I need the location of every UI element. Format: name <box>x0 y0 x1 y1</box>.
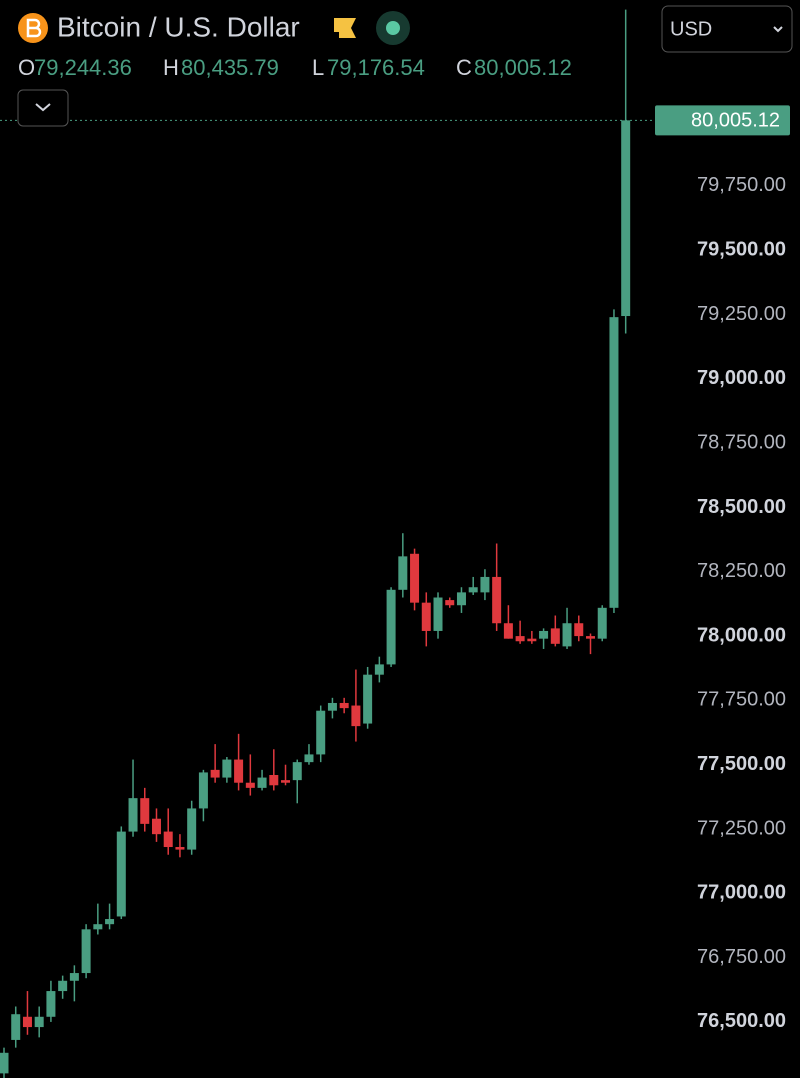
y-tick-label: 78,250.00 <box>697 560 786 582</box>
candle-body <box>269 774 279 786</box>
candle-body <box>539 630 549 639</box>
candle-body <box>492 576 502 624</box>
candle-body <box>93 924 103 930</box>
candle-body <box>234 759 244 783</box>
candle-body <box>69 973 79 981</box>
y-tick-label: 76,500.00 <box>697 1010 786 1032</box>
candle-body <box>527 638 537 642</box>
ohlc-value: 80,435.79 <box>181 55 279 80</box>
candle-body <box>11 1014 21 1040</box>
candle-body <box>386 589 396 665</box>
y-tick-label: 77,500.00 <box>697 753 786 775</box>
candle-body <box>175 847 185 850</box>
collapse-button[interactable] <box>17 89 69 127</box>
y-tick-label: 78,750.00 <box>697 431 786 453</box>
candle-body <box>339 702 349 709</box>
ohlc-label: L <box>312 55 324 80</box>
y-tick-label: 79,750.00 <box>697 174 786 196</box>
candle-body <box>468 587 478 593</box>
y-tick-label: 77,750.00 <box>697 689 786 711</box>
candle-body <box>151 818 161 835</box>
y-tick-label: 76,750.00 <box>697 946 786 968</box>
candle-body <box>515 636 525 642</box>
candle-body <box>550 628 560 644</box>
y-tick-label: 79,000.00 <box>697 367 786 389</box>
candle-body <box>257 777 267 788</box>
candle-body <box>116 831 126 917</box>
candle-body <box>621 120 631 317</box>
candle-body <box>222 759 232 778</box>
ohlc-value: 79,244.36 <box>34 55 132 80</box>
candle-body <box>351 705 361 727</box>
candle-body <box>327 702 337 711</box>
candle-body <box>398 556 408 590</box>
candle-body <box>304 754 314 763</box>
candle-body <box>410 553 420 603</box>
ohlc-label: H <box>163 55 179 80</box>
symbol-title: Bitcoin / U.S. Dollar <box>57 11 300 42</box>
y-tick-label: 79,250.00 <box>697 303 786 325</box>
candle-body <box>22 1016 32 1028</box>
candle-body <box>58 980 68 992</box>
candle-body <box>163 831 173 848</box>
candle-body <box>456 592 466 606</box>
candle-body <box>433 597 443 631</box>
candle-body <box>609 317 619 608</box>
candle-body <box>562 623 572 647</box>
chevron-icon <box>773 26 783 33</box>
candle-body <box>574 623 584 637</box>
y-tick-label: 79,500.00 <box>697 239 786 261</box>
ohlc-label: O <box>18 55 35 80</box>
flag-icon <box>334 18 356 38</box>
ohlc-label: C <box>456 55 472 80</box>
candle-body <box>140 798 150 824</box>
ohlc-value: 79,176.54 <box>327 55 425 80</box>
candle-body <box>281 780 291 783</box>
candle-body <box>445 600 455 606</box>
y-tick-label: 77,250.00 <box>697 817 786 839</box>
header: Bitcoin / U.S. Dollar O 79,244.36 H 80,4… <box>17 5 793 127</box>
candle-body <box>586 636 595 639</box>
status-dot <box>386 21 400 35</box>
candle-body <box>421 602 431 631</box>
y-tick-label: 78,500.00 <box>697 496 786 518</box>
candle-body <box>245 782 255 788</box>
candle-body <box>105 919 115 925</box>
candle-body <box>597 607 607 639</box>
y-tick-label: 78,000.00 <box>697 624 786 646</box>
candle-body <box>374 664 384 675</box>
last-price-box <box>655 105 790 136</box>
y-tick-label: 77,000.00 <box>697 882 786 904</box>
plot: 79,750.00 79,500.00 79,250.00 79,000.00 78,7… <box>0 9 790 1078</box>
candle-body <box>128 798 138 832</box>
currency-label: USD <box>670 18 712 40</box>
candle-body <box>480 576 490 593</box>
candle-body <box>187 808 197 850</box>
currency-select[interactable] <box>661 5 793 53</box>
candle-body <box>34 1016 44 1028</box>
last-price-label: 80,005.12 <box>691 110 780 132</box>
candle-body <box>81 929 91 974</box>
bitcoin-icon-glyph <box>26 18 42 38</box>
candle-body <box>210 769 220 778</box>
candle-body <box>198 772 208 809</box>
candle-body <box>0 1052 9 1074</box>
ohlc-value: 80,005.12 <box>474 55 572 80</box>
candle-body <box>503 623 513 639</box>
candle-body <box>292 762 302 781</box>
candle-body <box>316 710 326 755</box>
candle-body <box>363 674 373 724</box>
chevron-icon <box>35 103 51 112</box>
candle-body <box>46 991 56 1017</box>
